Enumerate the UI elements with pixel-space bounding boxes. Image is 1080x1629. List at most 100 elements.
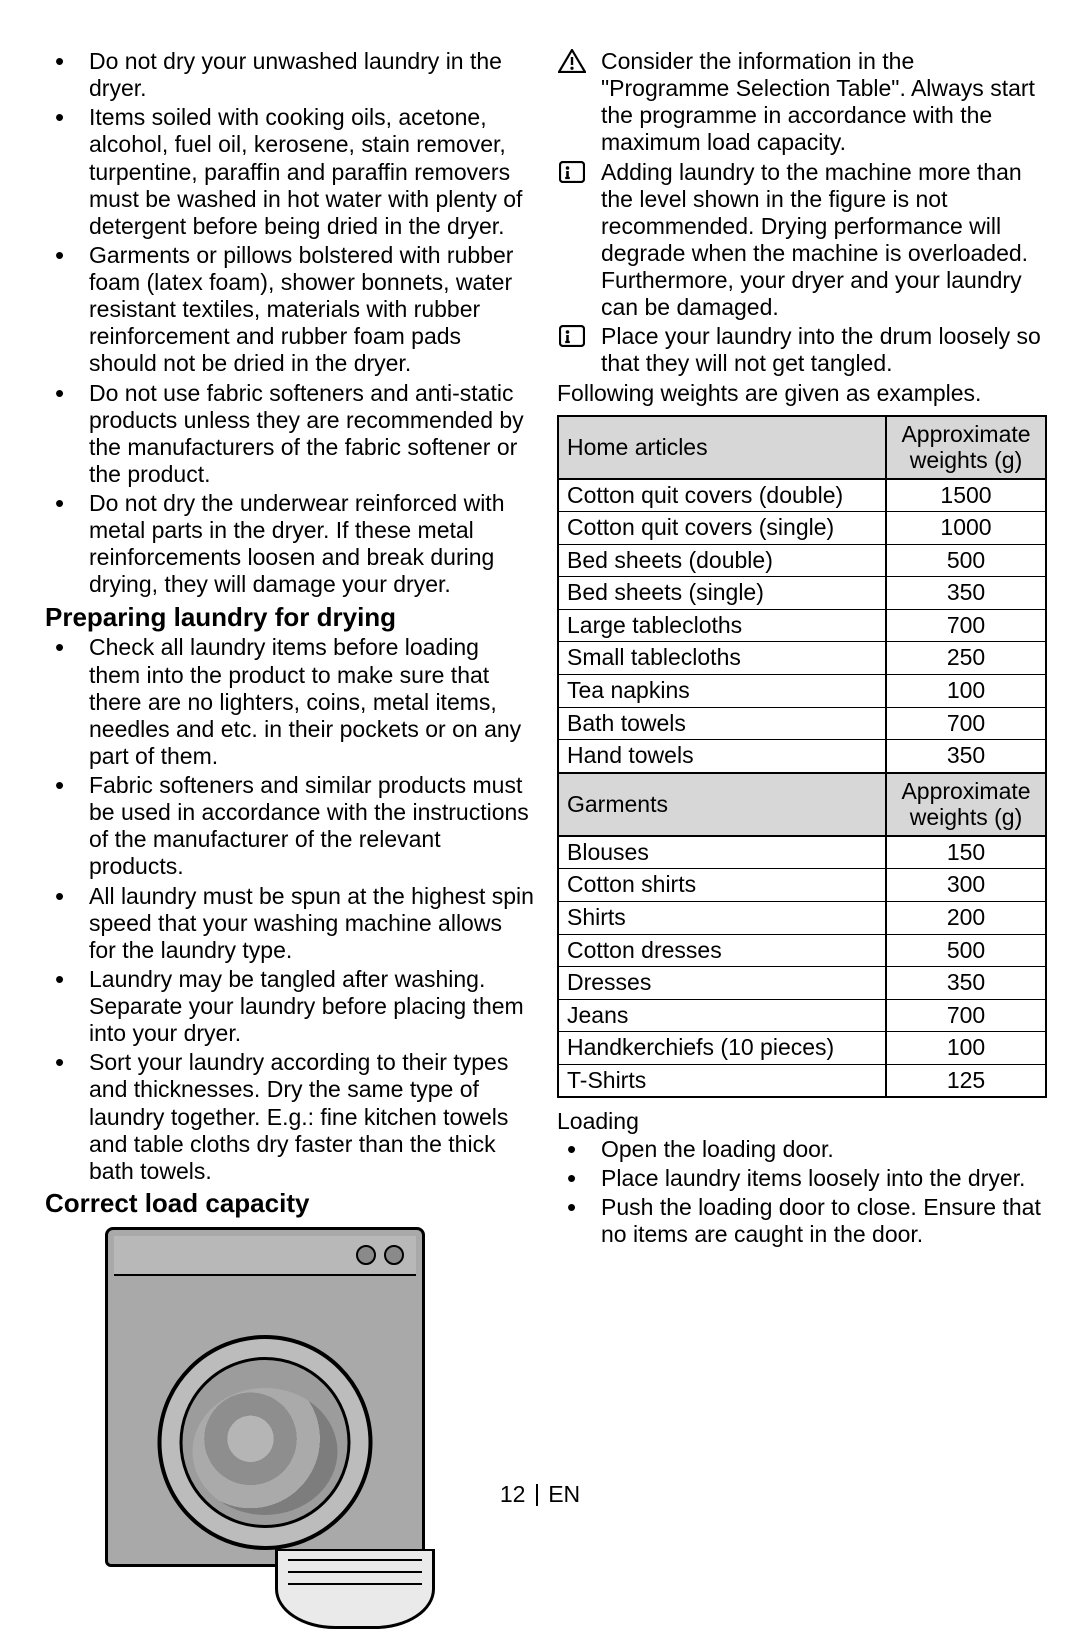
dryer-illustration (105, 1227, 425, 1567)
table-row: Cotton shirts300 (558, 869, 1046, 902)
table-row: Bed sheets (double)500 (558, 544, 1046, 577)
cell-weight: 500 (886, 544, 1046, 577)
note-text: Adding laundry to the machine more than … (601, 159, 1028, 321)
list-item: Place laundry items loosely into the dry… (557, 1165, 1047, 1192)
footer-divider-icon (536, 1484, 538, 1506)
list-item: Items soiled with cooking oils, acetone,… (45, 104, 535, 240)
table-row: Blouses150 (558, 836, 1046, 869)
table-row: Tea napkins100 (558, 675, 1046, 708)
cell-name: Shirts (558, 901, 886, 934)
list-item: Garments or pillows bolstered with rubbe… (45, 242, 535, 378)
cell-name: Bed sheets (double) (558, 544, 886, 577)
cell-name: Tea napkins (558, 675, 886, 708)
cell-weight: 500 (886, 934, 1046, 967)
list-item: Do not use fabric softeners and anti-sta… (45, 380, 535, 489)
cell-weight: 200 (886, 901, 1046, 934)
table-row: Bed sheets (single)350 (558, 577, 1046, 610)
notes-list: Consider the information in the "Program… (557, 48, 1047, 378)
cell-weight: 150 (886, 836, 1046, 869)
dryer-knob-icon (384, 1245, 404, 1265)
cell-name: Cotton quit covers (single) (558, 512, 886, 545)
loading-title: Loading (557, 1108, 1047, 1135)
cell-weight: 250 (886, 642, 1046, 675)
loading-list: Open the loading door.Place laundry item… (557, 1136, 1047, 1249)
cell-weight: 700 (886, 999, 1046, 1032)
following-line: Following weights are given as examples. (557, 380, 1047, 407)
cell-name: Bed sheets (single) (558, 577, 886, 610)
cell-weight: 350 (886, 740, 1046, 773)
cell-name: Handkerchiefs (10 pieces) (558, 1032, 886, 1065)
left-column: Do not dry your unwashed laundry in the … (45, 48, 535, 1629)
laundry-basket-icon (275, 1549, 435, 1629)
list-item: Do not dry your unwashed laundry in the … (45, 48, 535, 102)
list-item: Push the loading door to close. Ensure t… (557, 1194, 1047, 1248)
cell-weight: 100 (886, 1032, 1046, 1065)
list-item: Laundry may be tangled after washing. Se… (45, 966, 535, 1047)
cell-name: Blouses (558, 836, 886, 869)
cell-weight: 350 (886, 577, 1046, 610)
table-row: Cotton quit covers (double)1500 (558, 479, 1046, 512)
list-item: Sort your laundry according to their typ… (45, 1049, 535, 1185)
table-header-garments: Garments (558, 773, 886, 836)
info-icon (557, 323, 587, 349)
note-item: Adding laundry to the machine more than … (557, 159, 1047, 322)
cell-weight: 700 (886, 609, 1046, 642)
cell-name: Cotton dresses (558, 934, 886, 967)
list-item: Fabric softeners and similar products mu… (45, 772, 535, 881)
list-item: Check all laundry items before loading t… (45, 634, 535, 770)
preparing-heading: Preparing laundry for drying (45, 603, 535, 633)
info-icon (557, 159, 587, 185)
page-columns: Do not dry your unwashed laundry in the … (45, 48, 1035, 1629)
note-text: Consider the information in the "Program… (601, 48, 1035, 155)
table-row: Garments Approximate weights (g) (558, 773, 1046, 836)
table-row: T-Shirts125 (558, 1064, 1046, 1097)
cell-name: Jeans (558, 999, 886, 1032)
dryer-door-icon (158, 1335, 373, 1550)
note-item: Consider the information in the "Program… (557, 48, 1047, 157)
table-header-weight: Approximate weights (g) (886, 416, 1046, 479)
warnings-list: Do not dry your unwashed laundry in the … (45, 48, 535, 599)
cell-name: Bath towels (558, 707, 886, 740)
cell-weight: 100 (886, 675, 1046, 708)
cell-weight: 1500 (886, 479, 1046, 512)
table-row: Handkerchiefs (10 pieces)100 (558, 1032, 1046, 1065)
page-footer: 12 EN (0, 1481, 1080, 1508)
table-row: Cotton dresses500 (558, 934, 1046, 967)
dryer-figure (45, 1227, 535, 1629)
cell-name: Cotton quit covers (double) (558, 479, 886, 512)
page-language: EN (548, 1481, 580, 1507)
table-row: Small tablecloths250 (558, 642, 1046, 675)
note-text: Place your laundry into the drum loosely… (601, 323, 1041, 376)
cell-weight: 1000 (886, 512, 1046, 545)
table-header-articles: Home articles (558, 416, 886, 479)
cell-name: Large tablecloths (558, 609, 886, 642)
weights-table: Home articles Approximate weights (g) Co… (557, 415, 1047, 1099)
cell-weight: 350 (886, 967, 1046, 1000)
list-item: Open the loading door. (557, 1136, 1047, 1163)
table-row: Home articles Approximate weights (g) (558, 416, 1046, 479)
warning-icon (557, 48, 587, 74)
dryer-panel (114, 1236, 416, 1276)
table-row: Hand towels350 (558, 740, 1046, 773)
list-item: Do not dry the underwear reinforced with… (45, 490, 535, 599)
table-header-weight: Approximate weights (g) (886, 773, 1046, 836)
cell-weight: 300 (886, 869, 1046, 902)
table-row: Bath towels700 (558, 707, 1046, 740)
page-number: 12 (500, 1481, 526, 1507)
preparing-list: Check all laundry items before loading t… (45, 634, 535, 1185)
cell-weight: 700 (886, 707, 1046, 740)
cell-weight: 125 (886, 1064, 1046, 1097)
list-item: All laundry must be spun at the highest … (45, 883, 535, 964)
cell-name: Cotton shirts (558, 869, 886, 902)
cell-name: Small tablecloths (558, 642, 886, 675)
correct-load-heading: Correct load capacity (45, 1189, 535, 1219)
table-row: Jeans700 (558, 999, 1046, 1032)
cell-name: Hand towels (558, 740, 886, 773)
table-row: Large tablecloths700 (558, 609, 1046, 642)
table-row: Cotton quit covers (single)1000 (558, 512, 1046, 545)
cell-name: T-Shirts (558, 1064, 886, 1097)
dryer-knob-icon (356, 1245, 376, 1265)
table-row: Dresses350 (558, 967, 1046, 1000)
note-item: Place your laundry into the drum loosely… (557, 323, 1047, 377)
cell-name: Dresses (558, 967, 886, 1000)
